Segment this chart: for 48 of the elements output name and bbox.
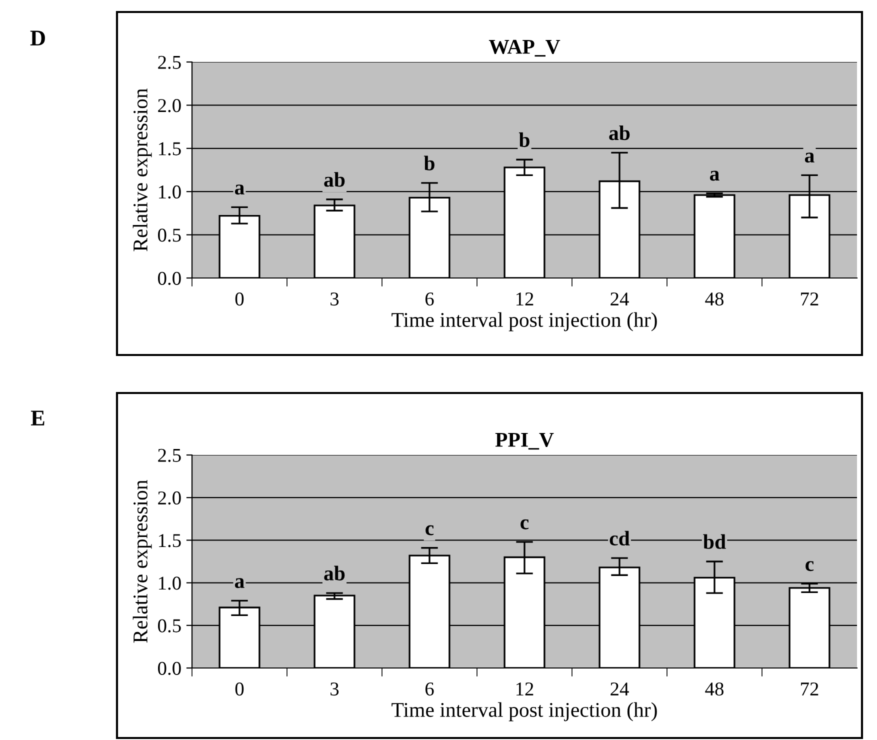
annotation: bd <box>703 534 726 549</box>
y-tick-label: 2.0 <box>158 99 181 112</box>
y-tick-label: 2.5 <box>158 56 181 70</box>
x-tick-label: 3 <box>330 682 339 696</box>
y-tick-label: 2.5 <box>158 448 181 462</box>
x-axis-title: Time interval post injection (hr) <box>392 702 657 722</box>
y-axis-title: Relative expression <box>132 88 152 252</box>
y-tick-label: 2.0 <box>158 491 181 505</box>
x-tick-label: 6 <box>425 682 434 696</box>
x-tick-label: 6 <box>425 292 434 306</box>
x-tick-label: 72 <box>801 292 818 306</box>
y-tick-label: 1.0 <box>158 576 181 590</box>
annotation: cd <box>610 530 630 546</box>
x-tick-label: 3 <box>330 292 339 306</box>
y-tick-label: 1.0 <box>158 185 181 199</box>
annotation: c <box>520 519 529 530</box>
x-tick-label: 0 <box>235 292 244 306</box>
y-axis-title: Relative expression <box>132 480 152 643</box>
annotation: a <box>710 170 720 181</box>
annotation: b <box>424 156 434 170</box>
x-tick-label: 72 <box>801 682 818 696</box>
x-tick-label: 12 <box>516 292 534 306</box>
annotation: ab <box>324 566 345 580</box>
y-tick-label: 0.5 <box>158 619 181 632</box>
annotation: c <box>426 525 434 536</box>
y-tick-label: 0.0 <box>158 662 181 676</box>
annotation: b <box>518 132 530 148</box>
x-tick-label: 24 <box>610 682 629 696</box>
text: D <box>30 30 45 46</box>
x-tick-label: 12 <box>516 682 534 696</box>
x-tick-label: 0 <box>235 682 244 696</box>
annotation: ab <box>324 172 345 187</box>
chart-title: WAP_V <box>488 40 560 57</box>
y-tick-label: 0.0 <box>158 272 181 286</box>
annotation: c <box>806 561 814 572</box>
annotation: ab <box>609 125 630 140</box>
y-tick-label: 0.5 <box>158 228 181 242</box>
x-tick-label: 24 <box>610 292 629 306</box>
annotation: a <box>234 184 244 195</box>
annotation: a <box>804 152 814 163</box>
y-tick-label: 1.5 <box>158 534 181 548</box>
chart-title: PPI_V <box>495 433 554 450</box>
y-tick-label: 1.5 <box>158 142 181 156</box>
x-tick-label: 48 <box>705 292 724 306</box>
annotation: a <box>234 578 244 588</box>
text: E <box>30 410 44 426</box>
x-axis-title: Time interval post injection (hr) <box>392 312 657 332</box>
x-tick-label: 48 <box>705 682 724 696</box>
